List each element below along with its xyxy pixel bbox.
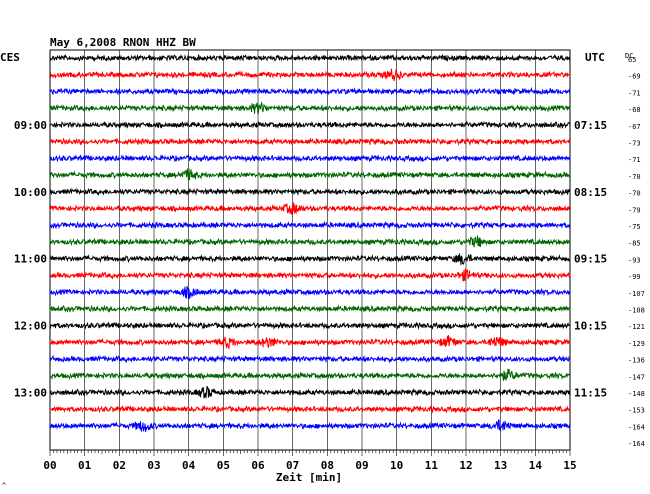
- dc-offset-label: -75: [628, 223, 641, 231]
- dc-offset-label: -70: [628, 173, 641, 181]
- dc-offset-label: -85: [628, 240, 641, 248]
- left-hour-label: 10:00: [14, 186, 47, 199]
- dc-offset-label: -164: [628, 440, 645, 448]
- grid-lines: [49, 49, 571, 451]
- x-tick-label: 01: [78, 459, 92, 472]
- dc-offset-label: -70: [628, 190, 641, 198]
- left-timezone-label: CES: [0, 51, 20, 64]
- x-axis: 00 01 02 03 04 05 06 07 08 09 10 11 12 13 14 15: [43, 450, 577, 472]
- dc-offset-label: -136: [628, 357, 645, 365]
- traces: [49, 53, 571, 433]
- x-tick-label: 11: [425, 459, 439, 472]
- dc-offset-label: -121: [628, 323, 645, 331]
- dc-header-label: DC: [625, 52, 633, 60]
- dc-offset-label: -71: [628, 156, 641, 164]
- dc-offset-label: -68: [628, 106, 641, 114]
- right-hour-label: 07:15: [574, 119, 607, 132]
- trace-line: [49, 168, 571, 181]
- right-hour-label: 10:15: [574, 320, 607, 333]
- dc-offset-label: -67: [628, 123, 641, 131]
- labels: 09:00 10:00 11:00 12:00 13:00 07:15 08:15 09:15…: [14, 56, 645, 448]
- trace-line: [49, 321, 571, 330]
- trace-line: [49, 354, 571, 364]
- x-tick-label: 13: [494, 459, 507, 472]
- corner-mark: ^: [2, 482, 6, 490]
- x-tick-label: 09: [355, 459, 368, 472]
- dc-offset-label: -93: [628, 256, 641, 264]
- x-tick-label: 03: [147, 459, 160, 472]
- dc-offset-label: -153: [628, 407, 645, 415]
- dc-offset-label: -99: [628, 273, 641, 281]
- right-hour-label: 08:15: [574, 186, 607, 199]
- trace-line: [49, 187, 571, 197]
- x-tick-label: 08: [321, 459, 334, 472]
- trace-line: [49, 68, 571, 82]
- dc-offset-label: 65: [628, 56, 636, 64]
- chart-title: May 6,2008 RNON HHZ BW: [50, 36, 196, 49]
- trace-line: [49, 220, 571, 230]
- x-tick-label: 06: [251, 459, 265, 472]
- trace-line: [49, 100, 571, 115]
- trace-line: [49, 268, 571, 282]
- trace-line: [49, 137, 571, 147]
- trace-line: [49, 335, 571, 349]
- dc-offset-label: -79: [628, 206, 641, 214]
- x-tick-label: 14: [529, 459, 543, 472]
- trace-line: [49, 202, 571, 215]
- dc-offset-label: -107: [628, 290, 645, 298]
- trace-line: [49, 154, 571, 163]
- trace-line: [49, 419, 571, 433]
- plot-frame: [49, 49, 571, 451]
- trace-line: [49, 285, 571, 300]
- dc-offset-label: -71: [628, 89, 641, 97]
- dc-offset-label: -69: [628, 73, 641, 81]
- trace-line: [49, 304, 571, 314]
- x-tick-label: 12: [459, 459, 472, 472]
- trace-line: [49, 86, 571, 96]
- trace-line: [49, 235, 571, 248]
- dc-offset-label: -148: [628, 390, 645, 398]
- x-tick-label: 04: [182, 459, 196, 472]
- trace-line: [49, 404, 571, 414]
- dc-offset-label: -108: [628, 307, 645, 315]
- left-hour-label: 12:00: [14, 320, 47, 333]
- right-timezone-label: UTC: [585, 51, 605, 64]
- dc-offset-label: -73: [628, 140, 641, 148]
- left-hour-label: 09:00: [14, 119, 47, 132]
- left-hour-label: 13:00: [14, 386, 47, 399]
- x-tick-label: 02: [113, 459, 126, 472]
- trace-line: [49, 368, 571, 381]
- dc-offset-label: -164: [628, 423, 645, 431]
- trace-line: [49, 53, 571, 63]
- x-tick-label: 07: [286, 459, 299, 472]
- left-hour-label: 11:00: [14, 253, 47, 266]
- trace-line: [49, 120, 571, 130]
- dc-offset-label: -147: [628, 373, 645, 381]
- trace-line: [49, 385, 571, 399]
- x-tick-label: 00: [43, 459, 56, 472]
- dc-offset-label: -129: [628, 340, 645, 348]
- trace-line: [49, 253, 571, 266]
- right-hour-label: 09:15: [574, 253, 607, 266]
- x-axis-label: Zeit [min]: [276, 471, 342, 484]
- x-tick-label: 15: [563, 459, 576, 472]
- right-hour-label: 11:15: [574, 386, 607, 399]
- x-tick-label: 10: [390, 459, 403, 472]
- x-tick-label: 05: [217, 459, 230, 472]
